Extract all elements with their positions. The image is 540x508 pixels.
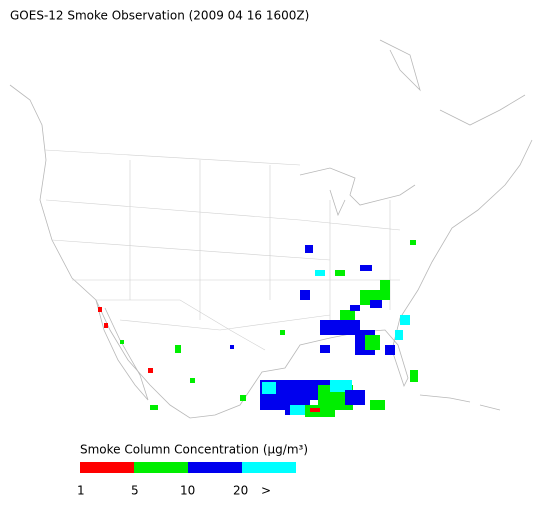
smoke-patch [300, 290, 310, 300]
canada-north [379, 39, 526, 126]
smoke-patch [315, 270, 325, 276]
smoke-patch [120, 340, 124, 344]
smoke-patch [365, 335, 380, 350]
smoke-patch [310, 408, 320, 412]
smoke-patch [240, 395, 246, 401]
baja [95, 299, 149, 401]
legend-title: Smoke Column Concentration (μg/m³) [80, 443, 308, 457]
colorbar-label: > [261, 484, 271, 498]
smoke-patches [98, 240, 418, 417]
smoke-patch [230, 345, 234, 349]
smoke-patch [345, 390, 365, 405]
smoke-patch [400, 315, 410, 325]
smoke-patch [395, 330, 403, 340]
colorbar-segment [188, 462, 242, 473]
smoke-patch [280, 330, 285, 335]
smoke-patch [385, 345, 395, 355]
smoke-patch [104, 323, 108, 328]
smoke-patch [350, 305, 360, 311]
colorbar-segment [80, 462, 134, 473]
colorbar-segment [134, 462, 188, 473]
map-title: GOES-12 Smoke Observation (2009 04 16 16… [10, 9, 309, 23]
caribbean [419, 394, 501, 411]
smoke-patch [340, 310, 355, 320]
borders [44, 149, 401, 351]
smoke-patch [370, 400, 385, 410]
smoke-patch [410, 240, 416, 245]
smoke-patch [175, 345, 181, 353]
smoke-patch [335, 270, 345, 276]
smoke-patch [330, 380, 352, 392]
colorbar-label: 20 [233, 484, 248, 498]
colorbar-label: 10 [180, 484, 195, 498]
smoke-patch [360, 265, 372, 271]
smoke-patch [410, 370, 418, 382]
smoke-patch [305, 245, 313, 253]
smoke-patch [98, 307, 102, 312]
colorbar-label: 5 [131, 484, 139, 498]
smoke-patch [290, 405, 305, 415]
colorbar [80, 462, 296, 473]
basemap [9, 39, 533, 419]
coastline [9, 84, 533, 419]
smoke-patch [320, 345, 330, 353]
great-lakes [299, 167, 416, 217]
colorbar-label: 1 [77, 484, 85, 498]
smoke-patch [150, 405, 158, 410]
smoke-patch [380, 280, 390, 300]
smoke-patch [320, 320, 360, 335]
smoke-patch [148, 368, 153, 373]
colorbar-segment [242, 462, 296, 473]
smoke-patch [190, 378, 195, 383]
smoke-patch [262, 382, 276, 394]
smoke-patch [370, 300, 382, 308]
